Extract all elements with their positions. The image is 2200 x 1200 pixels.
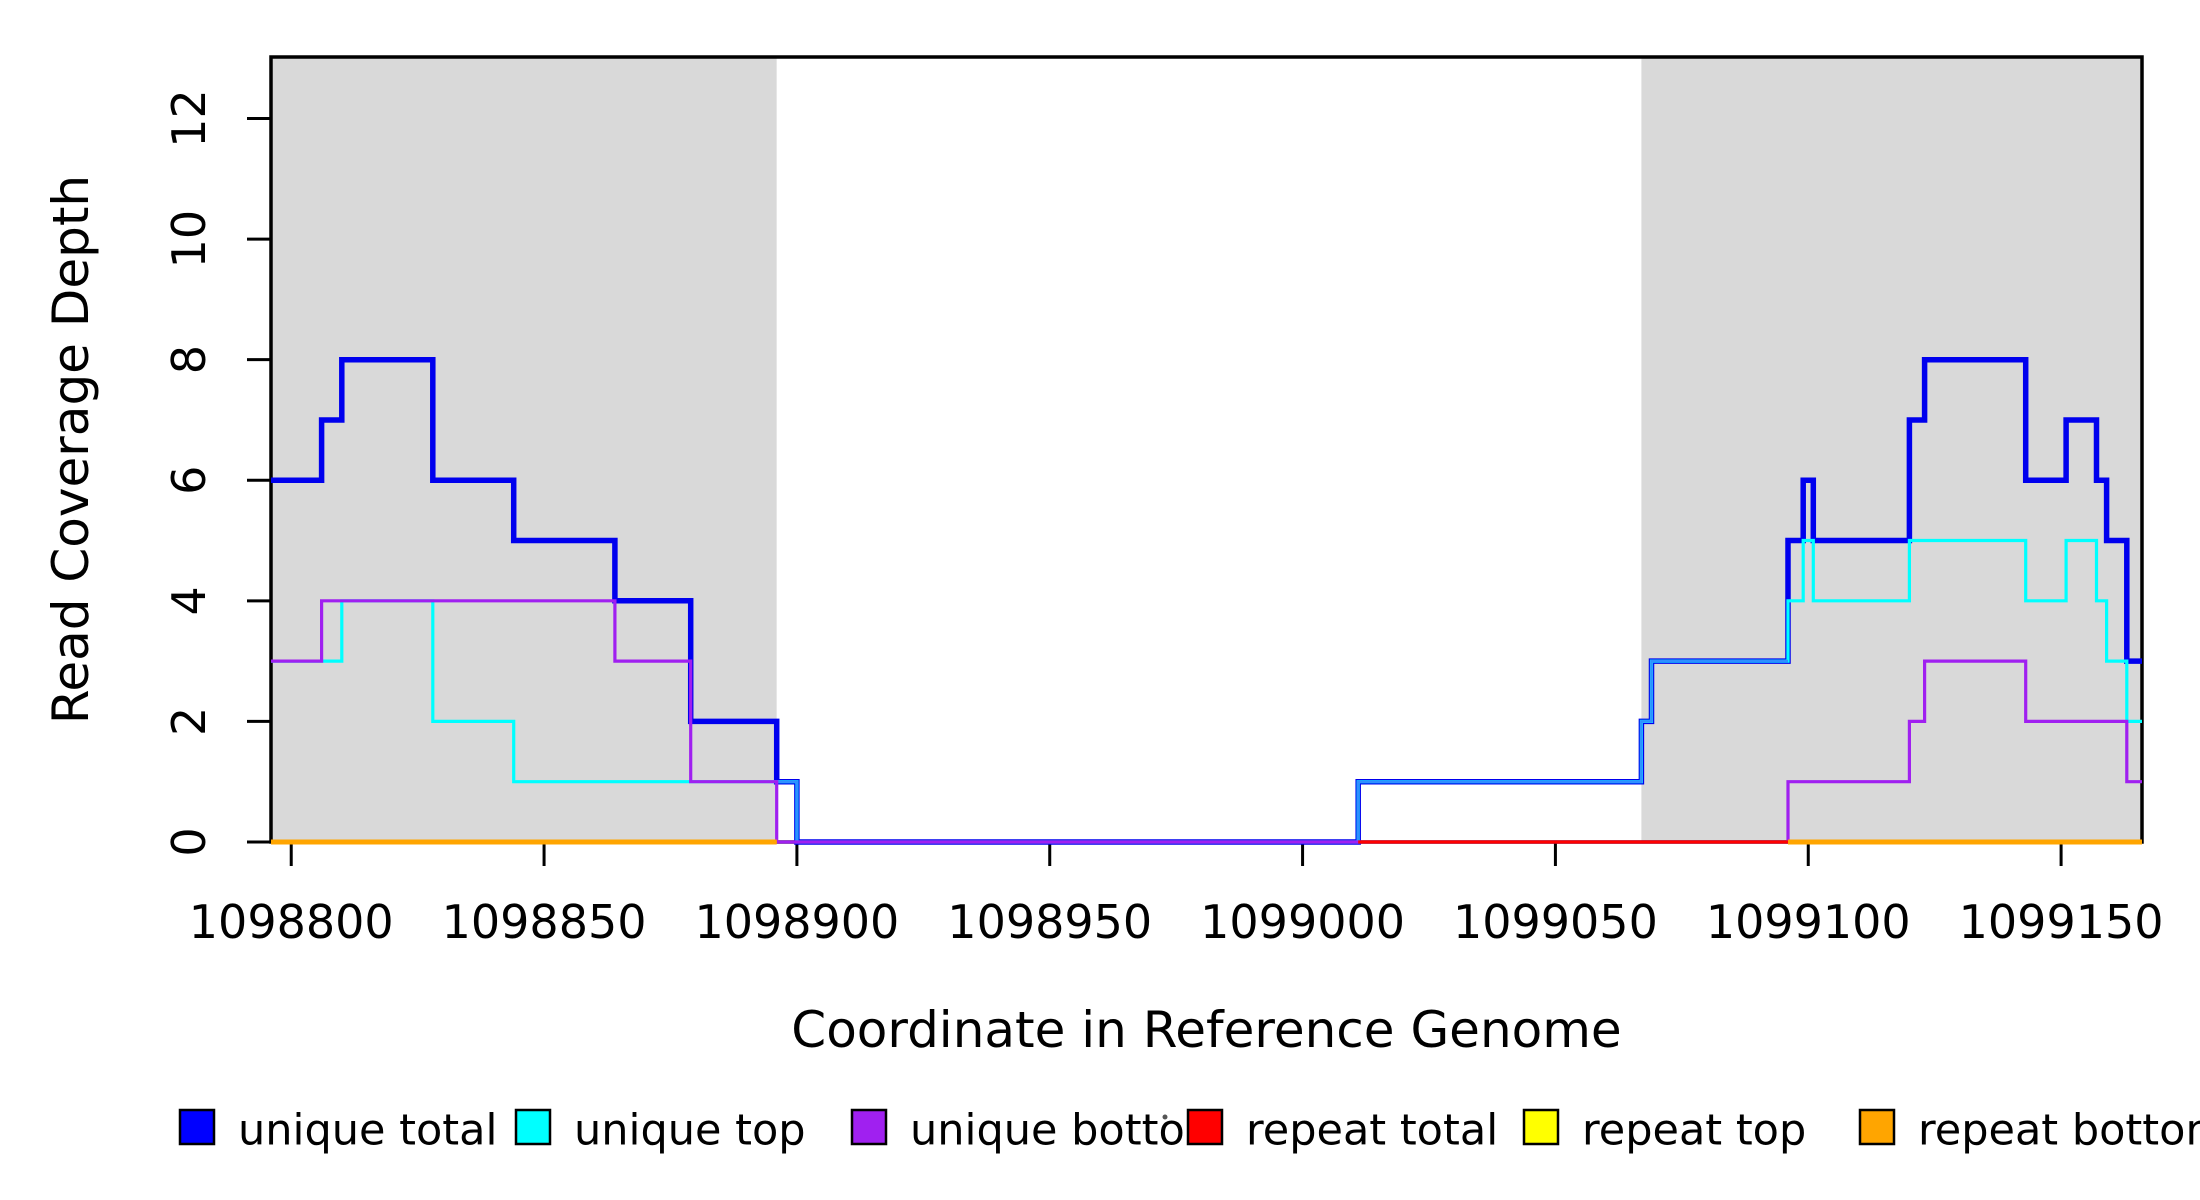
legend-item-repeat-bottom: repeat bottom (1858, 1106, 2200, 1156)
legend-swatch-repeat-bottom (1858, 1108, 1896, 1146)
legend-swatch-unique-bottom (850, 1108, 888, 1146)
left-repeat-region (271, 57, 777, 842)
legend-item-repeat-total: repeat total (1186, 1106, 1498, 1156)
legend-label-unique-bottom: unique bottom (910, 1106, 1227, 1156)
series-unique-bottom-line (271, 599, 2142, 844)
legend-row: unique total unique top unique bottom repea… (178, 1106, 2200, 1156)
x-tick-label: 1099000 (1200, 895, 1405, 949)
legend-label-unique-top: unique top (574, 1106, 806, 1156)
legend-label-unique-total: unique total (238, 1106, 497, 1156)
y-tick-label: 0 (162, 827, 216, 856)
legend-label-repeat-total: repeat total (1246, 1106, 1498, 1156)
x-tick-label: 1098800 (189, 895, 394, 949)
legend-swatch-unique-top (514, 1108, 552, 1146)
series-total-top-overlap-line (1356, 659, 1788, 842)
legend-swatch-unique-total (178, 1108, 216, 1146)
y-axis-title: Read Coverage Depth (42, 175, 100, 724)
series-unique-top-line (271, 538, 2142, 844)
legend-label-repeat-bottom: repeat bottom (1918, 1106, 2200, 1156)
x-tick-label: 1099050 (1453, 895, 1658, 949)
right-repeat-region (1641, 57, 2142, 842)
data-series (271, 356, 2142, 845)
y-tick-label: 12 (162, 89, 216, 148)
x-axis-title: Coordinate in Reference Genome (791, 1001, 1621, 1059)
y-tick-label: 8 (162, 345, 216, 374)
legend-label-repeat-top: repeat top (1582, 1106, 1806, 1156)
x-tick-label: 1099150 (1959, 895, 2164, 949)
series-total-top-overlap-line (776, 780, 799, 842)
x-tick-label: 1098850 (442, 895, 647, 949)
shaded-repeat-regions (271, 57, 2142, 842)
legend-stray-dot (1162, 1114, 1168, 1120)
x-tick-label: 1099100 (1706, 895, 1911, 949)
y-tick-label: 10 (162, 210, 216, 269)
x-tick-label: 1098950 (947, 895, 1152, 949)
x-tick-label: 1098900 (694, 895, 899, 949)
axis-ticks (247, 116, 2063, 866)
y-tick-label: 2 (162, 707, 216, 736)
legend-swatch-repeat-top (1522, 1108, 1560, 1146)
legend-item-unique-top: unique top (514, 1106, 806, 1156)
legend-item-unique-bottom: unique bottom (850, 1106, 1227, 1156)
y-tick-label: 6 (162, 466, 216, 495)
legend-item-unique-total: unique total (178, 1106, 497, 1156)
legend-item-repeat-top: repeat top (1522, 1106, 1806, 1156)
legend-swatch-repeat-total (1186, 1108, 1224, 1146)
axis-tick-labels: 1098800 1098850 1098900 1098950 1099000 10990… (162, 89, 2164, 949)
y-tick-label: 4 (162, 586, 216, 615)
